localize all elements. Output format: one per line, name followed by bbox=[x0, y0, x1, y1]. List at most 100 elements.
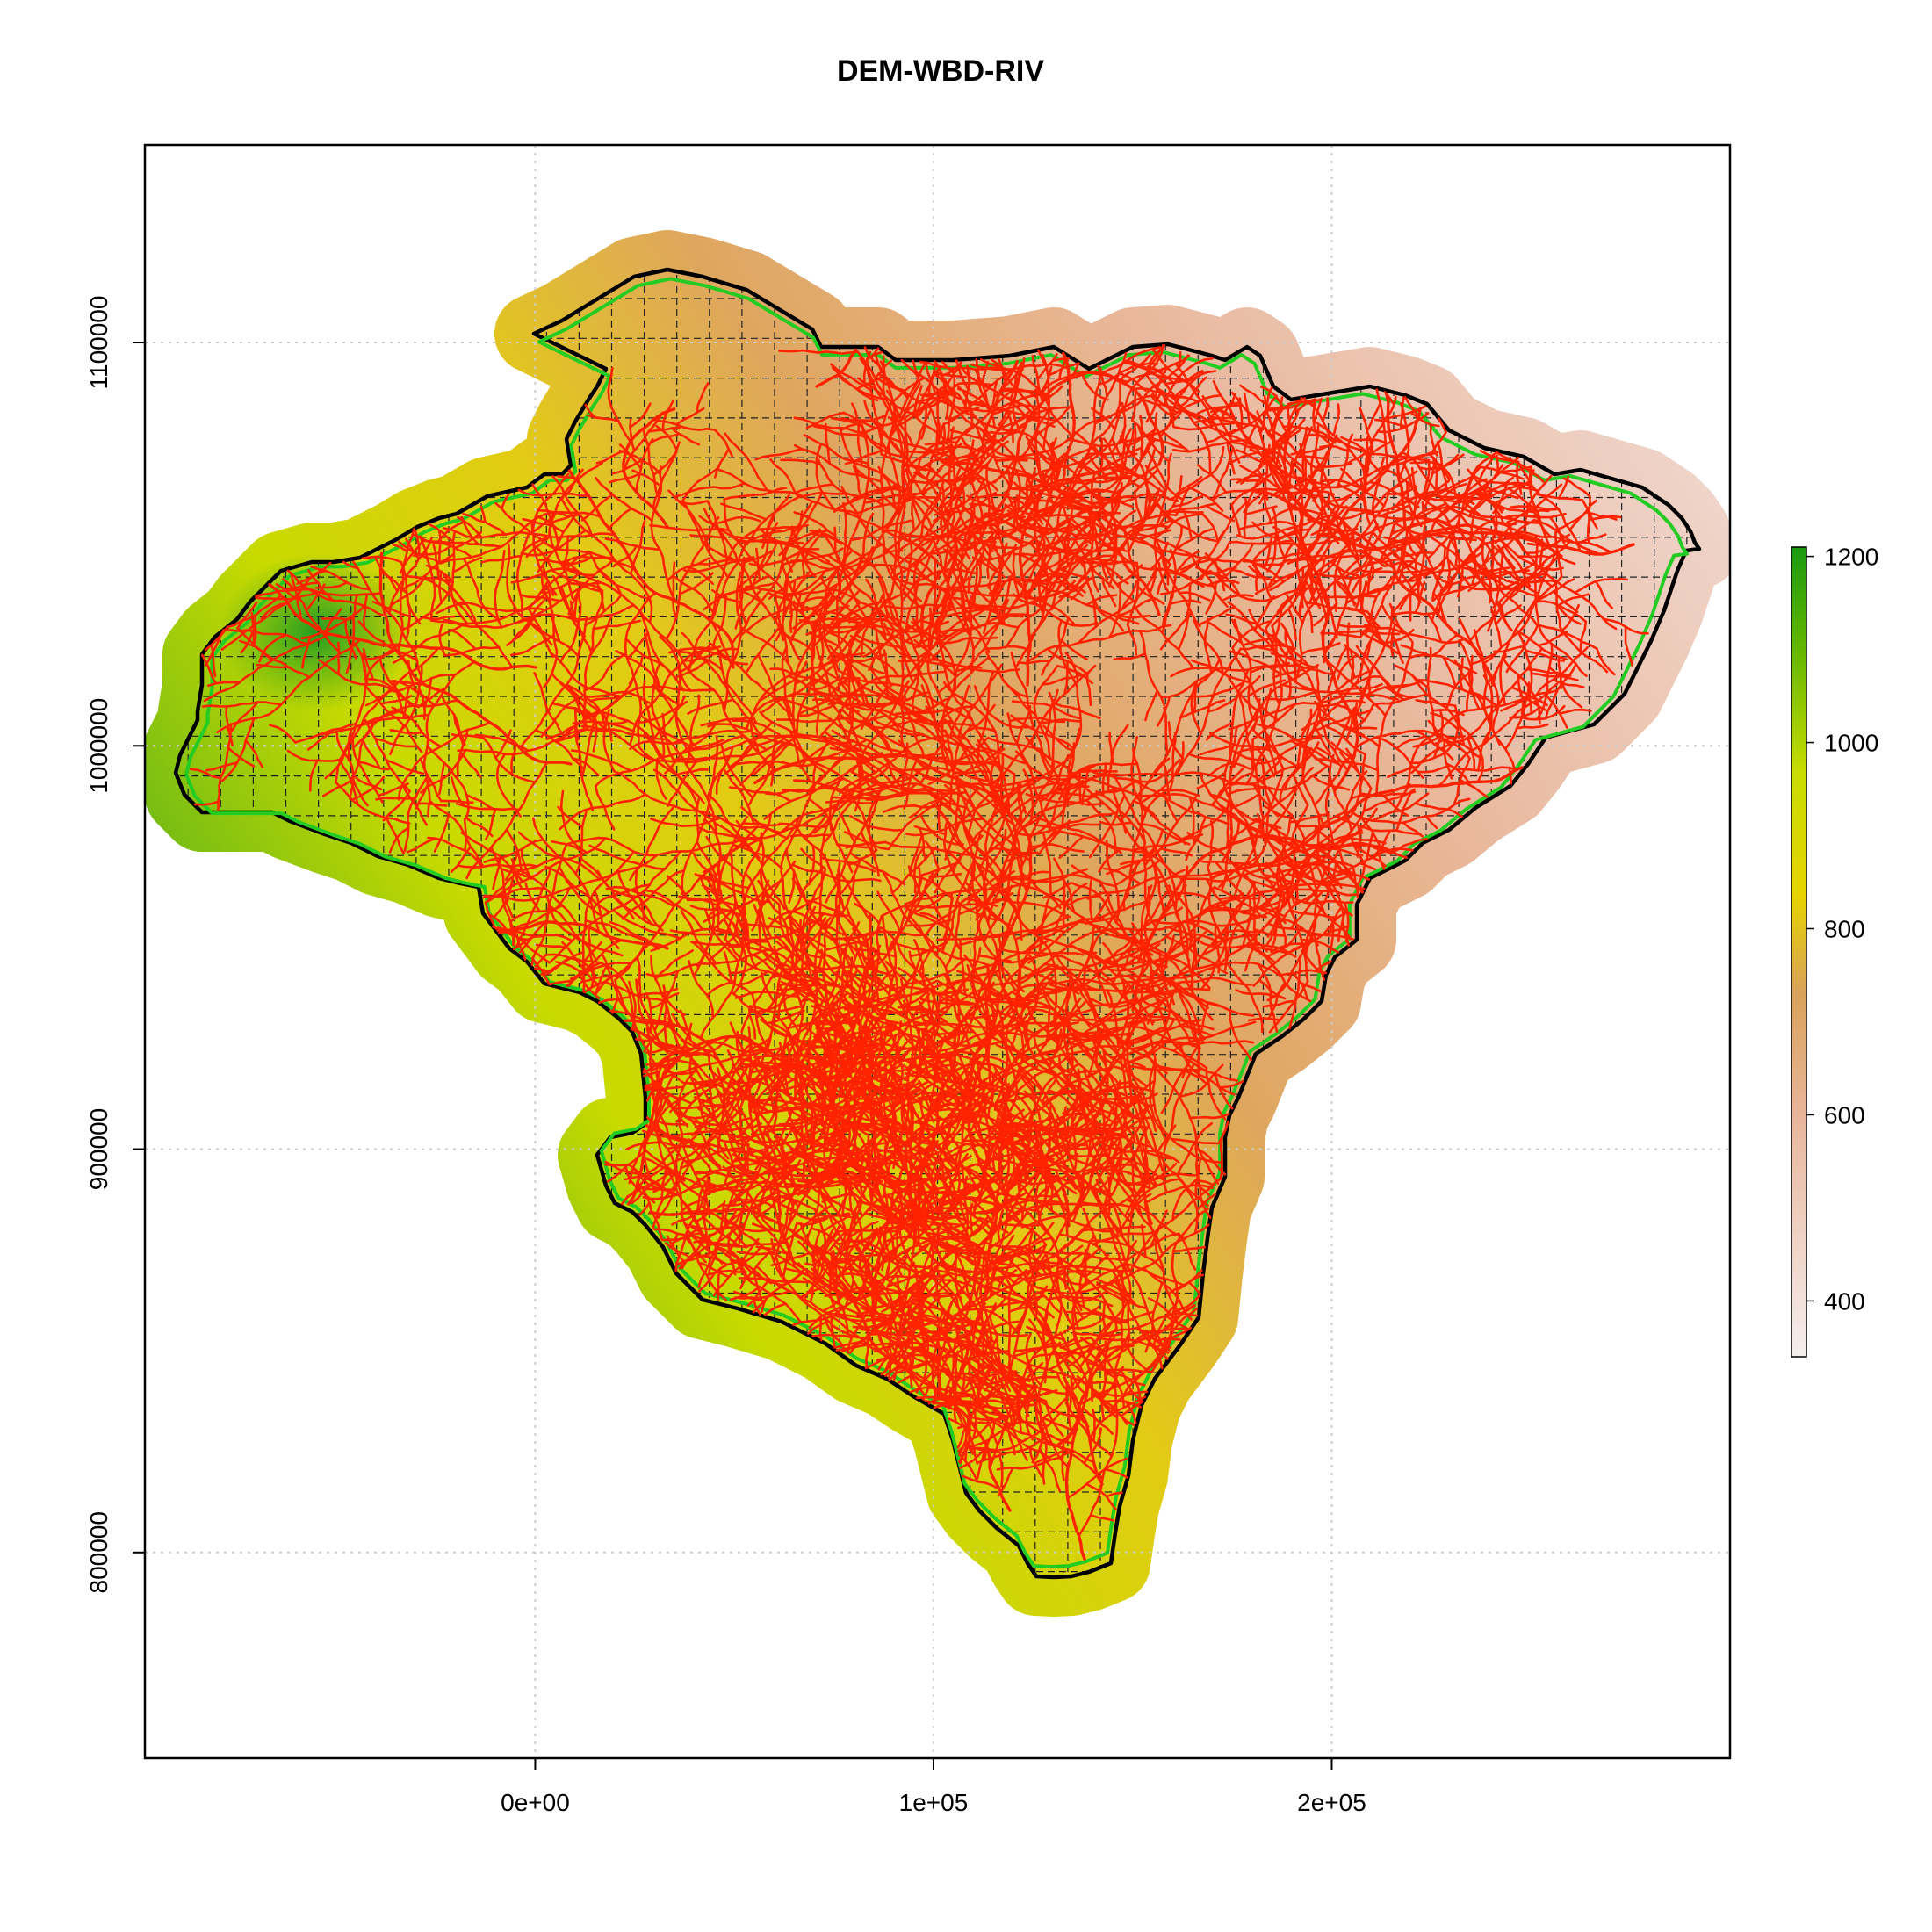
river-segment bbox=[282, 578, 296, 592]
river-segment bbox=[996, 1449, 1075, 1471]
river-segment bbox=[1067, 523, 1087, 552]
legend-colorbar bbox=[1791, 546, 1807, 1358]
river-segment bbox=[1074, 559, 1116, 565]
river-segment bbox=[900, 636, 915, 684]
river-segment bbox=[761, 935, 807, 1054]
river-segment bbox=[1150, 394, 1176, 418]
river-segment bbox=[624, 1140, 684, 1181]
river-segment bbox=[1272, 418, 1306, 444]
river-segment bbox=[830, 1315, 836, 1349]
river-segment bbox=[753, 741, 791, 775]
river-segment bbox=[1047, 800, 1058, 834]
river-segment bbox=[1205, 1066, 1227, 1121]
river-segment bbox=[1063, 660, 1069, 694]
river-segment bbox=[532, 544, 554, 572]
river-segment bbox=[1544, 662, 1577, 720]
river-segment bbox=[1525, 504, 1552, 538]
river-segment bbox=[547, 904, 596, 960]
river-segment bbox=[1429, 453, 1451, 481]
river-segment bbox=[610, 894, 635, 920]
river-segment bbox=[941, 514, 962, 541]
river-segment bbox=[1195, 1193, 1217, 1211]
river-segment bbox=[984, 905, 1012, 926]
river-segment bbox=[205, 761, 239, 772]
river-segment bbox=[1006, 1264, 1040, 1381]
river-segment bbox=[1038, 555, 1066, 598]
river-segment bbox=[1004, 584, 1052, 649]
river-segment bbox=[931, 536, 952, 590]
river-segment bbox=[1056, 1135, 1128, 1150]
river-segment bbox=[1561, 681, 1583, 709]
river-segment bbox=[1127, 778, 1230, 825]
river-segment bbox=[1049, 1244, 1084, 1270]
legend-tick-label: 600 bbox=[1824, 1101, 1865, 1128]
river-segment bbox=[1221, 594, 1254, 602]
river-segment bbox=[598, 996, 631, 1005]
river-segment bbox=[1210, 934, 1258, 948]
river-segment bbox=[696, 382, 710, 415]
river-segment bbox=[1350, 637, 1373, 690]
river-segment bbox=[987, 583, 1001, 624]
river-segment bbox=[504, 863, 539, 868]
river-segment bbox=[1337, 568, 1354, 599]
river-segment bbox=[657, 1162, 691, 1219]
river-segment bbox=[1414, 581, 1426, 614]
river-segment bbox=[1163, 395, 1175, 429]
river-segment bbox=[1220, 393, 1237, 423]
river-segment bbox=[1445, 762, 1471, 785]
river-segment bbox=[984, 1370, 1018, 1379]
river-segment bbox=[993, 1020, 1056, 1111]
river-segment bbox=[1355, 833, 1373, 888]
river-segment bbox=[1301, 717, 1333, 732]
river-segment bbox=[933, 422, 941, 456]
river-segment bbox=[709, 870, 721, 904]
river-segment bbox=[986, 544, 991, 580]
river-segment bbox=[982, 1240, 1050, 1268]
river-segment bbox=[335, 781, 411, 825]
river-segment bbox=[854, 902, 881, 925]
river-segment bbox=[1036, 1179, 1053, 1227]
river-segment bbox=[681, 631, 729, 689]
river-segment bbox=[1015, 516, 1048, 530]
river-segment bbox=[1459, 657, 1464, 691]
river-segment bbox=[1081, 1091, 1110, 1132]
river-segment bbox=[1101, 563, 1129, 585]
river-segment bbox=[811, 633, 820, 739]
river-segment bbox=[914, 994, 942, 1080]
river-segment bbox=[1154, 568, 1217, 588]
river-segment bbox=[1174, 550, 1200, 574]
river-segment bbox=[1090, 780, 1137, 797]
river-segment bbox=[1030, 664, 1097, 746]
river-segment bbox=[1344, 770, 1368, 823]
river-segment bbox=[1027, 843, 1085, 853]
river-segment bbox=[460, 515, 479, 545]
river-segment bbox=[1180, 558, 1213, 571]
river-segment bbox=[746, 1143, 750, 1178]
river-segment bbox=[1343, 901, 1350, 943]
river-segment bbox=[753, 1268, 763, 1301]
river-segment bbox=[336, 641, 341, 675]
river-segment bbox=[1019, 870, 1148, 950]
river-segment bbox=[450, 846, 472, 873]
river-segment bbox=[944, 386, 949, 421]
river-segment bbox=[1499, 539, 1564, 571]
river-segment bbox=[1032, 600, 1099, 627]
river-segment bbox=[258, 633, 288, 663]
river-segment bbox=[1019, 781, 1027, 815]
river-segment bbox=[1503, 681, 1531, 751]
river-segment bbox=[1041, 1073, 1059, 1104]
river-segment bbox=[1183, 920, 1229, 942]
river-segment bbox=[1066, 1033, 1129, 1051]
river-segment bbox=[407, 660, 417, 693]
river-segment bbox=[1154, 867, 1165, 916]
river-segment bbox=[824, 1046, 848, 1071]
river-segment bbox=[1063, 488, 1120, 498]
river-segment bbox=[1122, 1178, 1180, 1270]
river-segment bbox=[1298, 787, 1373, 880]
river-segment bbox=[1167, 926, 1297, 958]
river-segment bbox=[912, 768, 953, 786]
river-segment bbox=[1245, 736, 1254, 770]
river-segment bbox=[905, 1204, 916, 1238]
river-segment bbox=[1312, 398, 1316, 432]
river-segment bbox=[1178, 1063, 1224, 1099]
